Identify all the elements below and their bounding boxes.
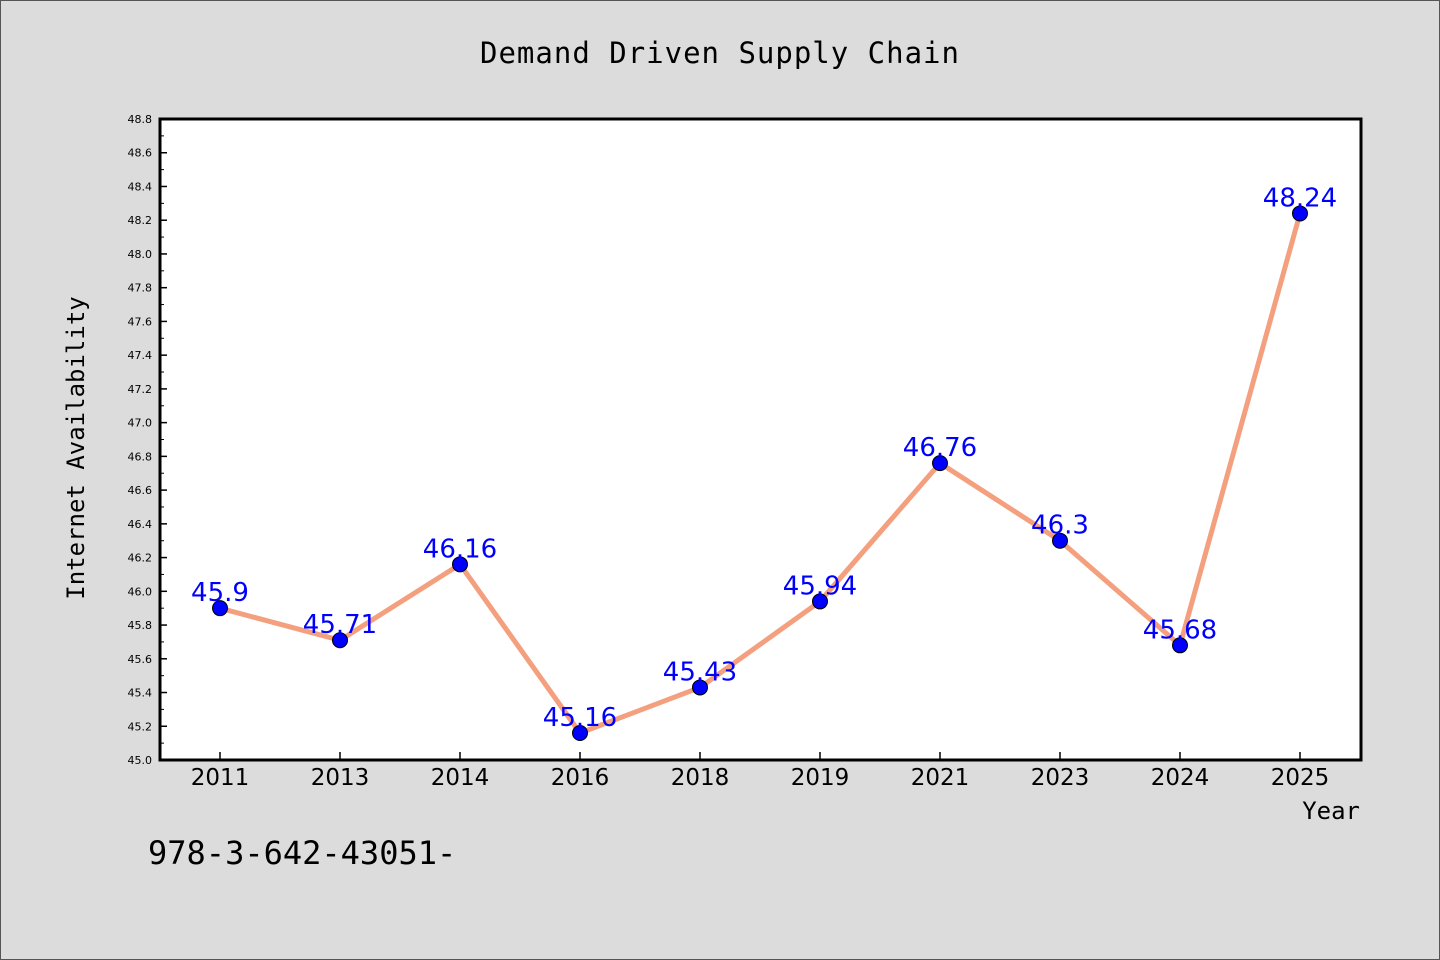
y-tick-label: 47.8	[128, 282, 153, 295]
chart-title: Demand Driven Supply Chain	[480, 36, 960, 70]
data-point	[1292, 205, 1308, 222]
x-tick-label: 2011	[191, 765, 250, 791]
data-label: 45.68	[1143, 615, 1217, 645]
data-label: 45.9	[191, 578, 249, 608]
y-axis-label: Internet Availability	[62, 296, 90, 599]
y-tick-label: 46.4	[128, 518, 153, 531]
data-point	[212, 600, 228, 617]
x-axis-label: Year	[1302, 797, 1360, 825]
y-tick-label: 45.0	[128, 754, 153, 767]
data-point	[452, 556, 468, 573]
y-tick-label: 48.6	[128, 147, 153, 160]
data-point	[812, 593, 828, 610]
y-tick-label: 47.2	[128, 383, 153, 396]
y-tick-label: 45.2	[128, 720, 153, 733]
data-label: 46.3	[1031, 511, 1089, 541]
series-line	[219, 212, 1303, 736]
data-label: 45.16	[543, 703, 617, 733]
data-point	[572, 725, 588, 742]
y-tick-label: 48.0	[128, 248, 153, 261]
y-tick-label: 45.4	[128, 687, 153, 700]
data-point	[1052, 532, 1068, 549]
data-label: 45.43	[663, 657, 737, 687]
y-tick-label: 48.2	[128, 214, 153, 227]
x-axis: 2011 2013 2014 2016 2018 2019 2021 2023 2024 2025	[191, 752, 1330, 791]
y-tick-label: 45.8	[128, 619, 153, 632]
data-label: 46.16	[423, 534, 497, 564]
y-tick-label: 45.6	[128, 653, 153, 666]
x-tick-label: 2024	[1151, 765, 1210, 791]
y-tick-label: 46.0	[128, 585, 153, 598]
data-point	[932, 455, 948, 472]
y-tick-label: 47.6	[128, 315, 153, 328]
data-point	[332, 632, 348, 649]
x-tick-label: 2018	[671, 765, 730, 791]
x-tick-label: 2025	[1271, 765, 1330, 791]
data-point	[1172, 637, 1188, 654]
x-tick-label: 2013	[311, 765, 370, 791]
data-point	[692, 679, 708, 696]
x-tick-label: 2023	[1031, 765, 1090, 791]
data-label: 45.94	[783, 571, 857, 601]
y-tick-label: 48.4	[128, 180, 153, 193]
y-tick-label: 46.8	[128, 450, 153, 463]
data-label: 46.76	[903, 433, 977, 463]
y-tick-label: 47.0	[128, 417, 153, 430]
x-tick-label: 2016	[551, 765, 610, 791]
y-axis: 45.0 45.2 45.4 45.6 45.8 46.0 46.2 46.4 46.6 46.8…	[128, 113, 167, 767]
x-tick-label: 2019	[791, 765, 850, 791]
x-tick-label: 2014	[431, 765, 490, 791]
y-tick-label: 46.6	[128, 484, 153, 497]
y-tick-label: 46.2	[128, 552, 153, 565]
y-tick-label: 47.4	[128, 349, 153, 362]
series-group	[212, 205, 1308, 742]
y-tick-label: 48.8	[128, 113, 153, 126]
data-label: 45.71	[303, 610, 377, 640]
x-tick-label: 2021	[911, 765, 970, 791]
footer-note: 978-3-642-43051-	[148, 834, 457, 872]
plot-area	[158, 117, 1363, 762]
data-labels: 45.9 45.71 46.16 45.16 45.43 45.94 46.76 46.3 45…	[191, 183, 1337, 733]
data-label: 48.24	[1263, 183, 1337, 213]
